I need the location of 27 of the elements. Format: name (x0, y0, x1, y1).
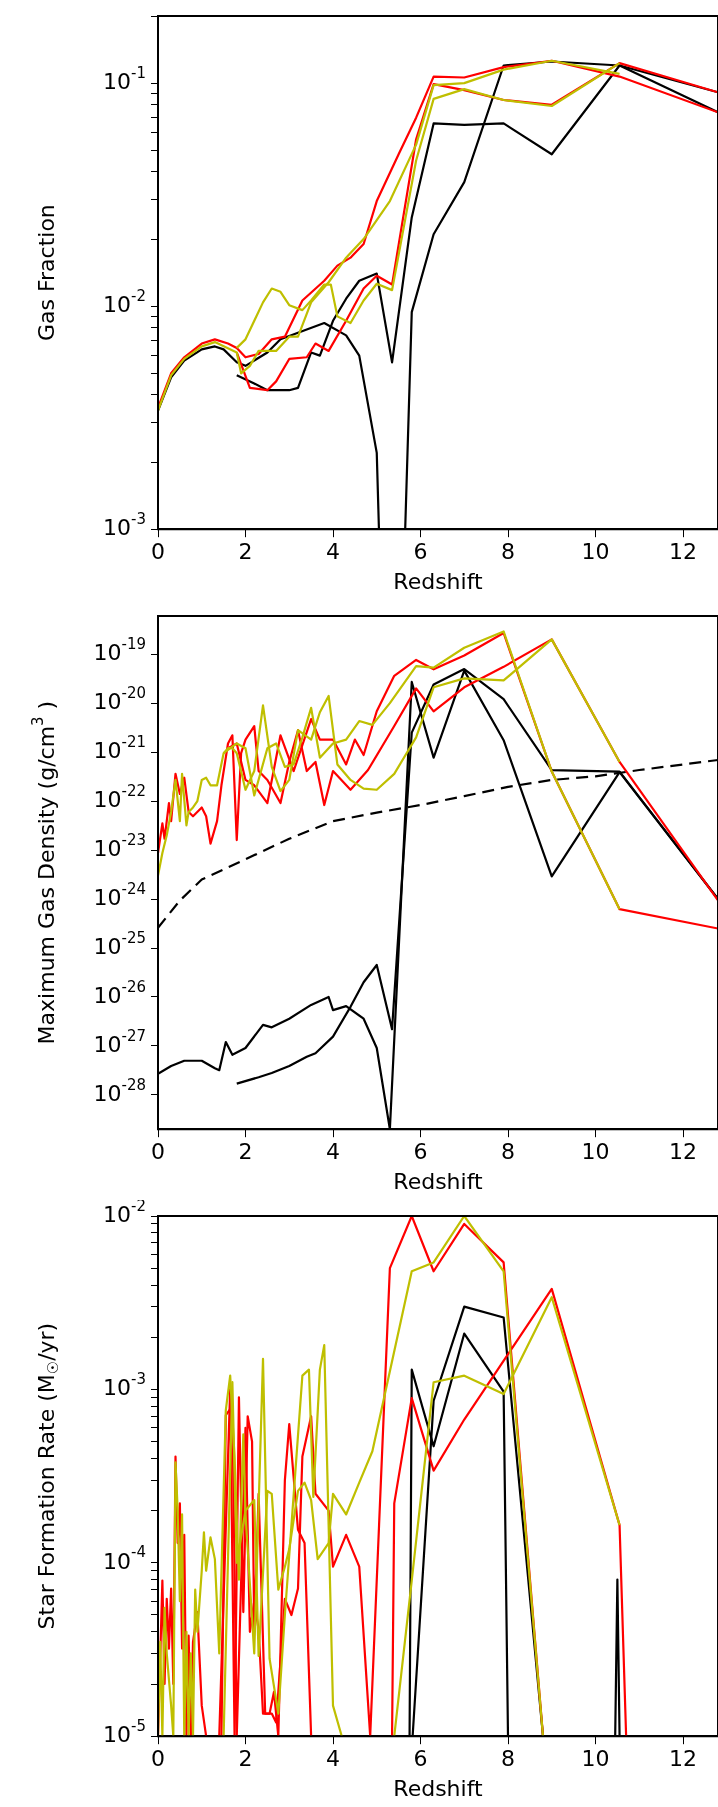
x-axis-title: Redshift (393, 1775, 484, 1801)
x-tick-label: 0 (151, 539, 165, 565)
x-tick-label: 6 (413, 1746, 428, 1772)
x-tick-label: 8 (501, 1746, 515, 1772)
x-tick-label: 12 (669, 1139, 697, 1165)
x-tick-label: 8 (501, 1139, 515, 1165)
y-axis-title: Gas Fraction (33, 204, 59, 341)
x-tick-label: 12 (669, 1746, 697, 1772)
x-tick-label: 0 (151, 1746, 165, 1772)
x-tick-label: 6 (413, 1139, 428, 1165)
x-tick-label: 10 (581, 1746, 610, 1772)
x-tick-label: 2 (238, 1746, 253, 1772)
y-axis-title: Star Formation Rate (M☉/yr) (33, 1322, 63, 1630)
x-tick-label: 4 (326, 1139, 340, 1165)
x-tick-label: 2 (238, 1139, 253, 1165)
x-tick-label: 2 (238, 539, 253, 565)
x-tick-label: 8 (501, 539, 515, 565)
x-tick-label: 4 (326, 1746, 340, 1772)
x-tick-label: 12 (669, 539, 697, 565)
x-axis-title: Redshift (393, 568, 484, 594)
x-axis-title: Redshift (393, 1168, 484, 1194)
x-tick-label: 10 (581, 539, 610, 565)
x-tick-label: 10 (581, 1139, 610, 1165)
x-tick-label: 6 (413, 539, 428, 565)
x-tick-label: 0 (151, 1139, 165, 1165)
x-tick-label: 4 (326, 539, 340, 565)
y-axis-title: Maximum Gas Density (g/cm3 ) (28, 700, 59, 1045)
